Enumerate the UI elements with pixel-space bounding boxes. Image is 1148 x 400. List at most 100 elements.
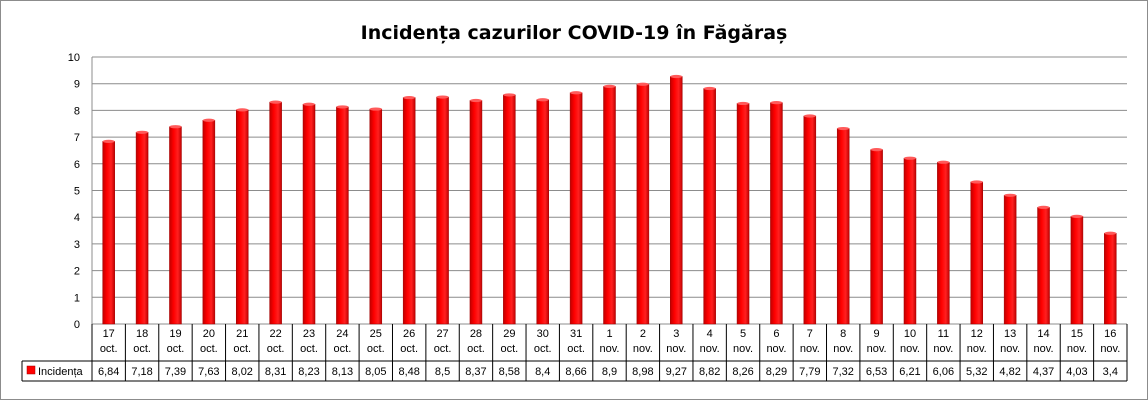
x-tick-label-day: 23: [303, 328, 315, 340]
x-tick-label-day: 31: [570, 328, 582, 340]
bar: [770, 102, 783, 325]
bar: [102, 141, 115, 325]
bar: [1037, 207, 1050, 325]
bar-top: [703, 86, 716, 91]
y-tick-label: 4: [74, 212, 80, 224]
x-tick-label-day: 24: [336, 328, 348, 340]
bar: [836, 128, 850, 325]
x-tick-label-day: 28: [470, 328, 482, 340]
x-tick-label-month: nov.: [967, 343, 987, 355]
bar: [1003, 195, 1017, 325]
y-tick-label: 8: [74, 105, 80, 117]
x-tick-label-month: oct.: [300, 343, 318, 355]
bar-top: [970, 180, 983, 184]
chart-title: Incidența cazurilor COVID-19 în Făgăraș: [360, 22, 788, 44]
bar-top: [570, 91, 583, 95]
bar-top: [369, 107, 382, 111]
x-tick-label-day: 19: [169, 328, 181, 340]
bar-top: [1104, 231, 1117, 235]
x-tick-label-day: 29: [503, 328, 515, 340]
x-tick-label-day: 5: [740, 328, 746, 340]
bar-top: [136, 130, 149, 134]
x-tick-label-month: nov.: [933, 343, 953, 355]
bar-top: [269, 100, 282, 104]
data-table-value: 9,27: [666, 366, 687, 378]
x-tick-label-month: nov.: [833, 343, 853, 355]
x-tick-label-month: oct.: [334, 343, 352, 355]
bar: [202, 120, 216, 325]
x-tick-label-month: nov.: [633, 343, 653, 355]
data-table-value: 7,79: [799, 366, 820, 378]
bar-top: [636, 82, 649, 86]
x-tick-label-day: 3: [673, 328, 679, 340]
data-table-value: 8,37: [465, 366, 486, 378]
data-table-value: 7,18: [131, 366, 152, 378]
bar-top: [1004, 193, 1017, 197]
data-table-value: 6,53: [866, 366, 887, 378]
x-tick-label-day: 18: [136, 328, 148, 340]
x-tick-label-month: oct.: [233, 343, 251, 355]
y-tick-label: 10: [68, 52, 80, 64]
x-tick-label-day: 8: [840, 328, 846, 340]
x-tick-label-day: 21: [236, 328, 248, 340]
data-table-value: 8,58: [499, 366, 520, 378]
data-table-value: 4,82: [999, 366, 1020, 378]
x-tick-label-day: 6: [773, 328, 779, 340]
bar: [569, 92, 583, 325]
bar-top: [803, 114, 816, 118]
data-table-value: 8,23: [298, 366, 319, 378]
bar: [937, 161, 950, 325]
data-table-value: 4,03: [1066, 366, 1087, 378]
bar: [870, 149, 883, 325]
bar: [1070, 216, 1084, 325]
x-tick-label-day: 22: [270, 328, 282, 340]
x-tick-label-day: 17: [103, 328, 115, 340]
x-tick-label-day: 26: [403, 328, 415, 340]
data-table-value: 8,9: [602, 366, 617, 378]
data-table-value: 8,05: [365, 366, 386, 378]
bar-top: [737, 101, 750, 106]
x-tick-label-day: 1: [606, 328, 612, 340]
x-tick-label-day: 14: [1037, 328, 1049, 340]
bar-top: [903, 156, 916, 160]
bar: [970, 181, 984, 325]
x-tick-label-month: oct.: [534, 343, 552, 355]
bar: [269, 101, 282, 325]
y-tick-label: 5: [74, 186, 80, 198]
x-tick-label-month: oct.: [434, 343, 452, 355]
y-tick-label: 7: [74, 132, 80, 144]
x-tick-label-day: 11: [938, 328, 949, 340]
bar: [469, 100, 483, 325]
x-tick-label-day: 2: [640, 328, 646, 340]
x-tick-label-day: 25: [370, 328, 382, 340]
y-tick-label: 2: [74, 266, 80, 278]
data-table-value: 8,13: [332, 366, 353, 378]
x-tick-label-month: nov.: [733, 343, 753, 355]
x-tick-label-month: oct.: [100, 343, 118, 355]
data-table-value: 8,98: [632, 366, 653, 378]
x-tick-label-day: 30: [537, 328, 549, 340]
bar: [670, 76, 683, 325]
bar-top: [303, 102, 316, 106]
bar-top: [770, 101, 783, 105]
bar: [636, 83, 650, 325]
data-table-value: 8,66: [565, 366, 586, 378]
x-tick-label-day: 13: [1004, 328, 1016, 340]
data-table-value: 4,37: [1033, 366, 1054, 378]
data-table-value: 7,32: [832, 366, 853, 378]
x-tick-label-month: oct.: [400, 343, 418, 355]
data-table-value: 8,82: [699, 366, 720, 378]
data-table-value: 8,31: [265, 366, 286, 378]
data-table-value: 5,32: [966, 366, 987, 378]
bar: [135, 132, 149, 325]
x-tick-label-month: nov.: [600, 343, 620, 355]
legend-label: Incidența: [38, 366, 84, 378]
x-tick-label-month: oct.: [500, 343, 518, 355]
bar: [235, 109, 249, 325]
x-tick-label-month: oct.: [133, 343, 151, 355]
data-table-value: 7,63: [198, 366, 219, 378]
x-tick-label-month: nov.: [766, 343, 786, 355]
bar-top: [837, 126, 850, 131]
x-tick-label-month: nov.: [1067, 343, 1087, 355]
